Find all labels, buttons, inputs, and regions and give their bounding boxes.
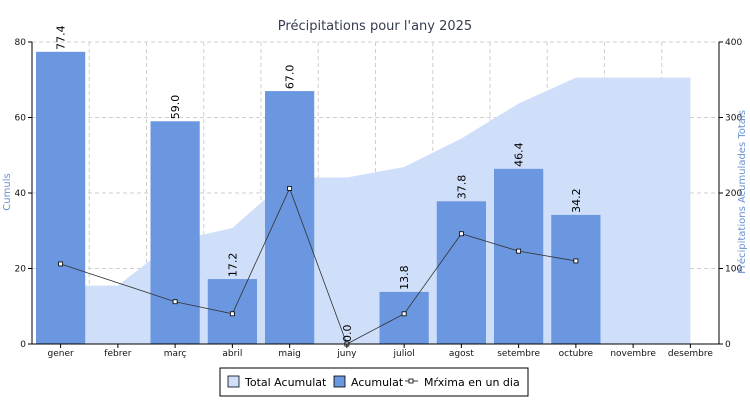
x-tick-label: novembre (610, 349, 656, 359)
bar-value-label: 0.0 (341, 325, 354, 343)
legend-label-max: Mŕxima en un dia (424, 376, 520, 389)
y-left-tick-label: 60 (15, 114, 27, 124)
legend-swatch-max-marker (408, 378, 414, 384)
series-max-point (401, 311, 407, 317)
x-tick-label: febrer (104, 349, 131, 359)
y-left-tick-label: 20 (15, 265, 27, 275)
x-tick-label: març (164, 349, 187, 359)
y-axis-right-label: Précipitations Acumulades Totals (736, 110, 748, 274)
bar-acumulat (551, 214, 601, 344)
legend-swatch-acumulat (333, 375, 346, 388)
legend-box (219, 367, 529, 397)
y-right-tick-label: 300 (725, 114, 742, 124)
series-max-point (172, 299, 178, 305)
bar-acumulat (494, 168, 544, 344)
bar-value-label: 46.4 (513, 142, 526, 167)
x-tick-label: octubre (559, 349, 594, 359)
bar-acumulat (379, 291, 429, 344)
y-left-tick-label: 40 (15, 189, 27, 199)
series-max-point (229, 311, 235, 317)
y-right-tick-label: 200 (725, 189, 742, 199)
legend: Total Acumulat Acumulat Mŕxima en un dia (219, 367, 529, 397)
x-tick-label: juliol (393, 349, 415, 359)
series-max-point (58, 261, 64, 267)
bar-value-label: 67.0 (284, 65, 297, 90)
y-right-tick-label: 400 (725, 38, 742, 48)
y-right-tick-label: 100 (725, 265, 742, 275)
labels: 0 20 40 60 80 0 100 200 300 400 77.4 59.0 17.2 67.0 0.… (15, 25, 743, 359)
x-tick-label: agost (449, 349, 474, 359)
axes (28, 41, 723, 348)
series-max-point (516, 248, 522, 254)
bar-acumulat (150, 121, 200, 345)
bar-value-label: 13.8 (398, 265, 411, 290)
y-right-tick-label: 0 (725, 340, 731, 350)
x-tick-label: gener (48, 349, 74, 359)
legend-label-total: Total Acumulat (244, 376, 327, 389)
bar-layer (36, 51, 601, 345)
bar-value-label: 77.4 (55, 25, 68, 50)
chart-title: Précipitations pour l'any 2025 (278, 19, 472, 34)
x-tick-label: abril (222, 349, 242, 359)
bar-value-label: 37.8 (455, 175, 468, 200)
legend-label-acumulat: Acumulat (351, 376, 404, 389)
bar-acumulat (36, 51, 86, 344)
y-axis-left-label: Cumuls (2, 173, 13, 210)
legend-swatch-total (227, 375, 240, 388)
bar-acumulat (265, 91, 315, 344)
bar-acumulat (436, 201, 486, 344)
bar-value-label: 59.0 (169, 95, 182, 120)
x-tick-label: juny (336, 349, 357, 359)
series-max-point (458, 231, 464, 237)
x-tick-label: setembre (497, 349, 540, 359)
series-max-point (287, 186, 293, 191)
x-tick-label: desembre (668, 349, 713, 359)
y-left-tick-label: 80 (15, 38, 27, 48)
bar-value-label: 34.2 (570, 188, 583, 213)
bar-value-label: 17.2 (226, 253, 239, 278)
x-tick-label: maig (278, 349, 301, 359)
series-max-point (573, 258, 579, 264)
y-left-tick-label: 0 (20, 340, 26, 350)
